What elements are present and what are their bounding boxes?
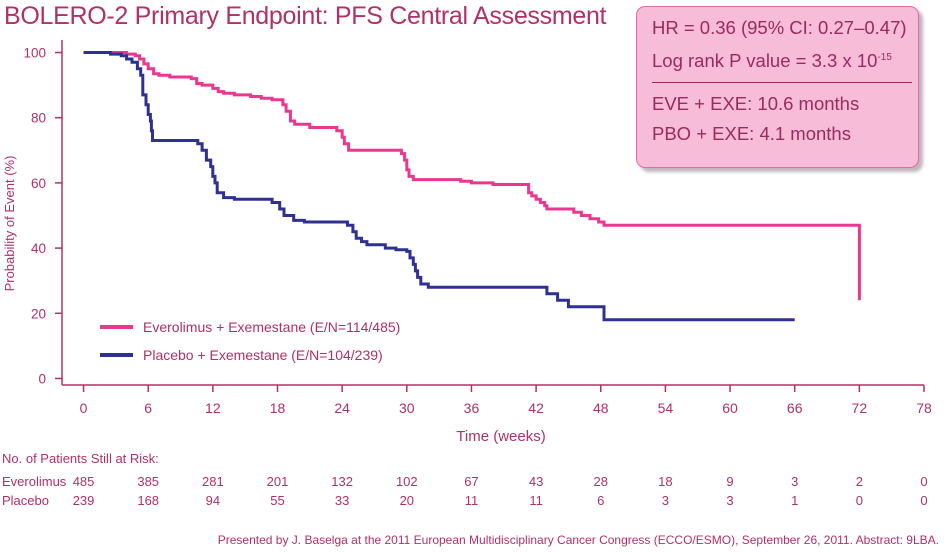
risk-cell: 281 — [202, 474, 224, 489]
chart-title: BOLERO-2 Primary Endpoint: PFS Central A… — [4, 2, 607, 30]
risk-cell: 3 — [726, 493, 733, 508]
risk-cell: 20 — [400, 493, 414, 508]
x-tick-label: 66 — [787, 400, 803, 416]
risk-cell: 67 — [464, 474, 478, 489]
risk-cell: 1 — [791, 493, 798, 508]
everolimus-median-text: EVE + EXE: 10.6 months — [652, 93, 860, 115]
x-tick-label: 12 — [205, 400, 221, 416]
pvalue-exponent: -15 — [877, 52, 892, 63]
risk-cell: 102 — [396, 474, 418, 489]
y-axis-label: Probability of Event (%) — [2, 156, 17, 292]
risk-cell: 33 — [335, 493, 349, 508]
x-tick-label: 54 — [658, 400, 674, 416]
risk-cell: 55 — [270, 493, 284, 508]
risk-cell: 9 — [726, 474, 733, 489]
risk-cell: 201 — [267, 474, 289, 489]
x-tick-label: 24 — [334, 400, 350, 416]
x-tick-label: 78 — [916, 400, 932, 416]
risk-cell: 43 — [529, 474, 543, 489]
x-tick-label: 6 — [144, 400, 152, 416]
risk-cell: 132 — [331, 474, 353, 489]
placebo-median-text: PBO + EXE: 4.1 months — [652, 123, 851, 145]
risk-cell: 239 — [73, 493, 95, 508]
risk-cell: 3 — [791, 474, 798, 489]
y-tick-label: 60 — [31, 176, 46, 191]
hazard-ratio-box: HR = 0.36 (95% CI: 0.27–0.47) Log rank P… — [636, 6, 919, 168]
y-tick-label: 40 — [31, 241, 46, 256]
x-tick-label: 18 — [270, 400, 286, 416]
everolimus-curve — [83, 51, 861, 301]
x-tick-label: 36 — [464, 400, 480, 416]
risk-cell: 385 — [137, 474, 159, 489]
risk-cell: 18 — [658, 474, 672, 489]
footer-citation: Presented by J. Baselga at the 2011 Euro… — [217, 533, 939, 547]
risk-cell: 28 — [594, 474, 608, 489]
risk-cell: 0 — [920, 493, 927, 508]
x-tick-label: 42 — [528, 400, 544, 416]
x-tick-label: 30 — [399, 400, 415, 416]
risk-row-label: Everolimus — [2, 474, 67, 489]
y-tick-label: 20 — [31, 306, 46, 321]
risk-cell: 11 — [529, 493, 543, 508]
risk-cell: 168 — [137, 493, 159, 508]
x-tick-label: 48 — [593, 400, 609, 416]
x-axis-label: Time (weeks) — [456, 428, 545, 445]
y-tick-label: 80 — [31, 111, 46, 126]
risk-cell: 485 — [73, 474, 95, 489]
x-tick-label: 0 — [80, 400, 88, 416]
legend-label-everolimus: Everolimus + Exemestane (E/N=114/485) — [143, 319, 400, 335]
hazard-ratio-text: HR = 0.36 (95% CI: 0.27–0.47) — [652, 17, 907, 38]
risk-cell: 0 — [920, 474, 927, 489]
y-tick-label: 0 — [38, 371, 46, 386]
pvalue-prefix: Log rank P value = 3.3 x 10 — [652, 50, 878, 72]
risk-table-header: No. of Patients Still at Risk: — [2, 451, 159, 466]
x-tick-label: 72 — [852, 400, 868, 416]
risk-cell: 6 — [597, 493, 604, 508]
y-tick-label: 100 — [23, 46, 46, 61]
pvalue-text: Log rank P value = 3.3 x 10-15 — [652, 43, 908, 76]
risk-cell: 94 — [206, 493, 220, 508]
risk-cell: 0 — [856, 493, 863, 508]
placebo-curve — [83, 51, 795, 322]
risk-cell: 2 — [856, 474, 863, 489]
risk-row-label: Placebo — [2, 493, 49, 508]
x-tick-label: 60 — [722, 400, 738, 416]
risk-cell: 3 — [662, 493, 669, 508]
legend-label-placebo: Placebo + Exemestane (E/N=104/239) — [143, 347, 383, 363]
stats-divider — [652, 82, 912, 84]
risk-cell: 11 — [465, 493, 479, 508]
